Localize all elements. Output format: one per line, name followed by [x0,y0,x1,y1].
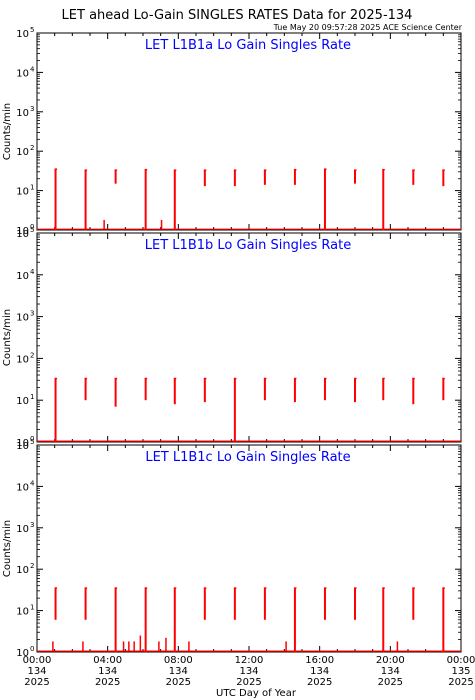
x-tick-time: 04:00 [93,655,122,666]
x-tick-year: 2025 [307,677,332,688]
x-tick-time: 20:00 [376,655,405,666]
y-tick-label: 10 [16,147,29,158]
y-tick-exponent: 2 [30,562,34,570]
x-tick-year: 2025 [378,677,403,688]
y-tick-label: 10 [16,29,29,40]
y-tick-exponent: 3 [30,105,34,113]
y-tick-label: 10 [16,187,29,198]
y-tick-label: 10 [16,482,29,493]
panel-title: LET L1B1a Lo Gain Singles Rate [145,38,351,53]
x-tick-time: 00:00 [447,655,475,666]
y-tick-label: 10 [16,396,29,407]
plot-frame [36,32,462,231]
panel-title: LET L1B1b Lo Gain Singles Rate [145,238,351,253]
x-tick-doy: 134 [27,666,46,677]
x-tick-doy: 135 [451,666,470,677]
x-tick-doy: 134 [310,666,329,677]
x-tick-year: 2025 [448,677,473,688]
y-tick-exponent: 3 [30,521,34,529]
y-axis-label: Counts/min [2,103,13,160]
panel-title: LET L1B1c Lo Gain Singles Rate [145,450,350,465]
x-tick-time: 00:00 [23,655,52,666]
y-tick-exponent: 0 [30,435,34,443]
x-tick-year: 2025 [24,677,49,688]
y-axis-label: Counts/min [2,520,13,577]
x-tick-time: 16:00 [305,655,334,666]
y-tick-label: 10 [16,271,29,282]
y-tick-label: 10 [16,648,29,659]
y-tick-label: 10 [16,438,29,449]
y-tick-exponent: 4 [30,268,35,276]
y-tick-label: 10 [16,229,29,240]
x-tick-doy: 134 [169,666,188,677]
y-tick-exponent: 2 [30,144,34,152]
x-tick-time: 12:00 [235,655,264,666]
y-tick-exponent: 3 [30,310,34,318]
x-tick-doy: 134 [381,666,400,677]
timestamp-label: Tue May 20 09:57:28 2025 ACE Science Cen… [273,23,463,32]
y-tick-exponent: 5 [30,438,34,446]
y-tick-exponent: 4 [30,479,35,487]
data-series [37,168,461,230]
y-tick-exponent: 4 [30,65,35,73]
y-tick-exponent: 1 [30,184,34,192]
y-tick-label: 10 [16,524,29,535]
x-tick-doy: 134 [239,666,258,677]
y-tick-exponent: 2 [30,351,34,359]
data-series [37,587,461,652]
y-tick-label: 10 [16,565,29,576]
y-tick-exponent: 1 [30,393,34,401]
x-tick-year: 2025 [236,677,261,688]
y-tick-label: 10 [16,441,29,452]
main-title: LET ahead Lo-Gain SINGLES RATES Data for… [62,8,413,23]
x-axis-title: UTC Day of Year [216,688,297,699]
y-tick-exponent: 1 [30,604,34,612]
x-tick-year: 2025 [95,677,120,688]
x-tick-year: 2025 [166,677,191,688]
y-tick-label: 10 [16,354,29,365]
x-tick-time: 08:00 [164,655,193,666]
y-tick-label: 10 [16,68,29,79]
y-tick-exponent: 5 [30,226,34,234]
data-series [37,377,461,442]
y-axis-label: Counts/min [2,309,13,366]
y-tick-exponent: 5 [30,26,34,34]
y-tick-label: 10 [16,226,29,237]
plot-frame [36,232,462,443]
x-tick-doy: 134 [98,666,117,677]
y-tick-exponent: 0 [30,223,34,231]
plot-frame [36,444,462,653]
y-tick-label: 10 [16,108,29,119]
y-tick-exponent: 0 [30,645,34,653]
y-tick-label: 10 [16,313,29,324]
x-axis-tick-labels: 00:00134202504:00134202508:00134202512:0… [23,655,475,688]
y-tick-label: 10 [16,607,29,618]
